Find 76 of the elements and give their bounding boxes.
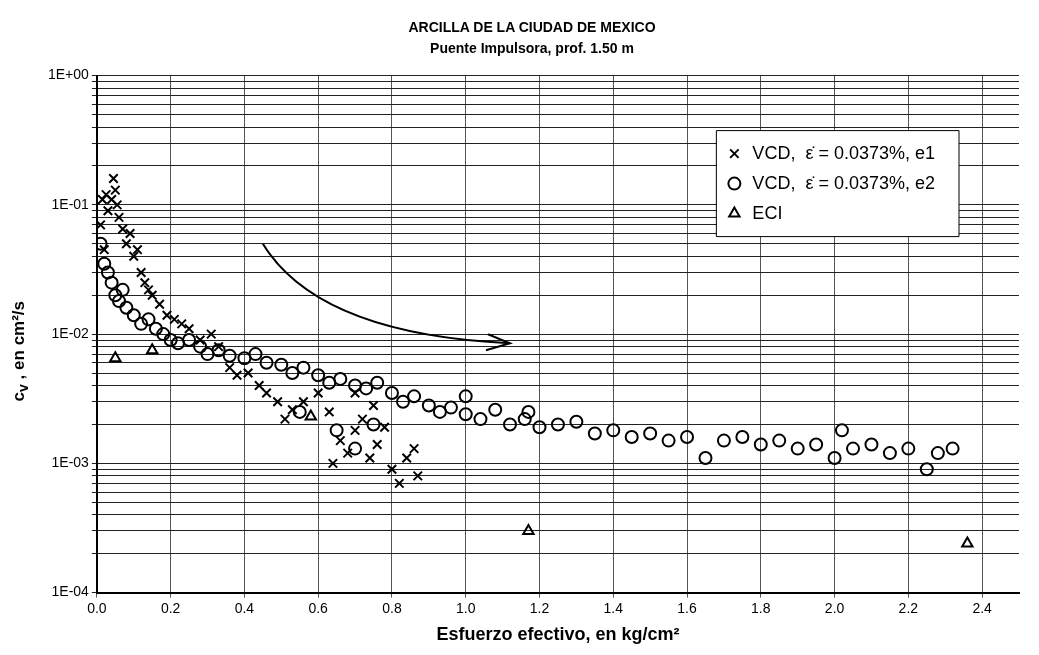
point bbox=[161, 309, 173, 321]
point bbox=[401, 452, 412, 464]
point bbox=[394, 478, 405, 489]
x-tick-label: 1.6 bbox=[677, 599, 697, 616]
x-tick-label: 2.0 bbox=[824, 599, 845, 616]
point bbox=[287, 404, 298, 415]
point bbox=[364, 452, 376, 464]
point bbox=[242, 367, 254, 379]
point bbox=[124, 228, 136, 239]
point bbox=[324, 406, 335, 418]
point bbox=[231, 370, 243, 381]
point bbox=[213, 341, 224, 352]
point bbox=[304, 409, 317, 421]
point bbox=[386, 464, 398, 475]
y-tick-label: 1E-01 bbox=[51, 195, 90, 212]
point bbox=[97, 194, 108, 205]
legend-label: VCD, ε̇ = 0.0373%, e1 bbox=[752, 142, 936, 163]
point bbox=[169, 314, 180, 325]
x-tick-label: 1.2 bbox=[529, 599, 550, 616]
point bbox=[298, 396, 309, 407]
x-tick-label: 2.2 bbox=[898, 599, 919, 616]
point bbox=[379, 422, 390, 433]
x-tick-label: 0.0 bbox=[87, 599, 107, 616]
point bbox=[327, 458, 339, 469]
point bbox=[128, 251, 139, 262]
point bbox=[261, 387, 272, 399]
point bbox=[111, 199, 123, 211]
point bbox=[146, 289, 158, 301]
x-tick-label: 0.4 bbox=[234, 599, 255, 616]
point bbox=[117, 223, 128, 235]
x-tick-label: 0.2 bbox=[160, 599, 181, 616]
x-tick-label: 1.8 bbox=[751, 599, 771, 616]
point bbox=[408, 443, 420, 454]
point bbox=[109, 351, 122, 363]
point bbox=[146, 343, 159, 355]
y-tick-label: 1E-04 bbox=[51, 583, 90, 600]
point bbox=[961, 536, 974, 548]
point bbox=[99, 244, 110, 255]
x-tick-label: 1.4 bbox=[603, 599, 624, 616]
point bbox=[357, 413, 368, 425]
point bbox=[312, 387, 324, 399]
point bbox=[335, 435, 346, 446]
point bbox=[342, 447, 353, 459]
point bbox=[154, 299, 165, 310]
point bbox=[349, 425, 361, 436]
point bbox=[132, 244, 143, 255]
x-axis-title: Esfuerzo efectivo, en kg/cm² bbox=[436, 624, 680, 645]
point bbox=[224, 362, 235, 373]
point bbox=[522, 523, 535, 535]
point bbox=[121, 238, 132, 249]
point bbox=[194, 334, 206, 346]
y-tick-label: 1E-03 bbox=[51, 454, 90, 471]
point bbox=[349, 387, 361, 399]
point bbox=[371, 439, 383, 450]
point bbox=[135, 267, 147, 278]
x-tick-label: 0.8 bbox=[382, 599, 402, 616]
point bbox=[279, 413, 291, 425]
chart-subtitle: Puente Impulsora, prof. 1.50 m bbox=[430, 40, 634, 57]
point bbox=[183, 323, 195, 334]
y-tick-label: 1E-02 bbox=[51, 324, 90, 341]
point bbox=[176, 318, 187, 330]
legend-label: VCD, ε̇ = 0.0373%, e2 bbox=[752, 172, 936, 193]
x-tick-label: 1.0 bbox=[455, 599, 476, 616]
point bbox=[102, 205, 114, 217]
chart-title: ARCILLA DE LA CIUDAD DE MEXICO bbox=[408, 19, 656, 36]
point bbox=[100, 189, 112, 200]
y-tick-label: 1E+00 bbox=[48, 66, 90, 83]
x-tick-label: 0.6 bbox=[308, 599, 329, 616]
point bbox=[412, 470, 424, 482]
point bbox=[368, 400, 379, 411]
x-tick-label: 2.4 bbox=[972, 599, 993, 616]
point bbox=[272, 396, 283, 407]
point bbox=[113, 212, 125, 223]
point bbox=[253, 380, 265, 391]
legend-label: ECI bbox=[752, 202, 783, 223]
point bbox=[205, 328, 217, 340]
